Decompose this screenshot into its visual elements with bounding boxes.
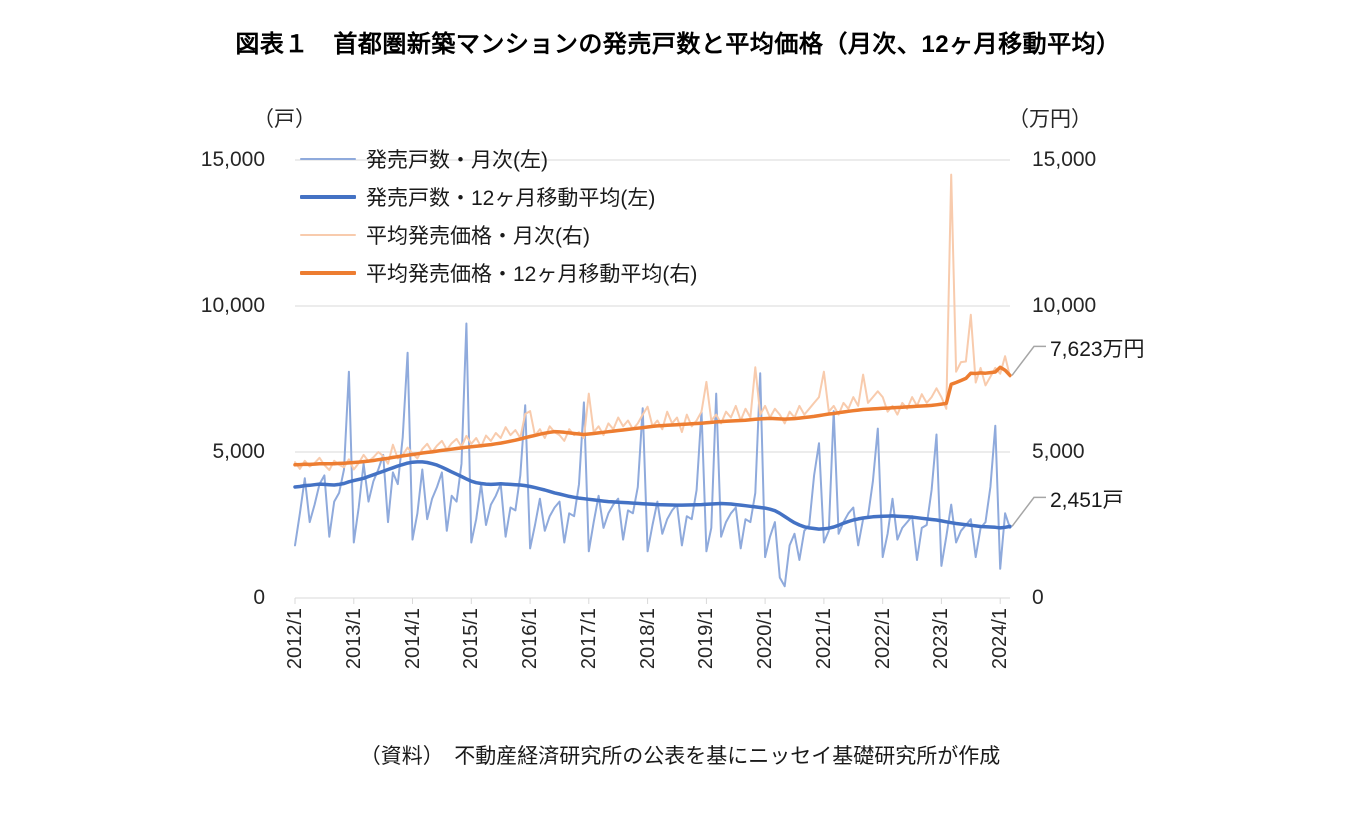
x-axis-tick: 2020/1	[754, 608, 777, 670]
source-note: （資料） 不動産経済研究所の公表を基にニッセイ基礎研究所が作成	[359, 745, 1001, 768]
x-axis-tick: 2016/1	[519, 608, 542, 670]
legend-line-sample	[300, 158, 356, 160]
right-axis-unit-label: （万円）	[1008, 108, 1092, 131]
series-line-1	[293, 460, 1012, 531]
annotation-latest-price: 7,623万円	[1050, 338, 1145, 362]
annotation-latest-units: 2,451戸	[1050, 489, 1124, 513]
legend: 発売戸数・月次(左) 発売戸数・12ヶ月移動平均(左) 平均発売価格・月次(右) 平均…	[300, 140, 697, 292]
legend-units-monthly: 発売戸数・月次(左)	[300, 140, 697, 178]
right-axis-tick: 15,000	[1032, 148, 1097, 171]
x-axis-tick: 2022/1	[871, 608, 894, 670]
x-axis-tick: 2023/1	[930, 608, 953, 670]
legend-label: 発売戸数・12ヶ月移動平均(左)	[366, 187, 656, 210]
right-axis-tick: 5,000	[1032, 440, 1085, 463]
legend-price-moving-avg: 平均発売価格・12ヶ月移動平均(右)	[300, 254, 697, 292]
x-axis-tick: 2021/1	[812, 608, 835, 670]
right-axis-tick: 0	[1032, 586, 1044, 609]
x-axis-tick: 2015/1	[460, 608, 483, 670]
legend-line-sample	[300, 271, 356, 275]
x-axis-tick: 2012/1	[284, 608, 306, 670]
legend-price-monthly: 平均発売価格・月次(右)	[300, 216, 697, 254]
left-axis-tick: 0	[253, 586, 265, 609]
x-axis-tick: 2014/1	[401, 608, 424, 670]
x-axis-tick: 2019/1	[695, 608, 718, 670]
annotation-leader	[1011, 345, 1046, 376]
left-axis-tick: 10,000	[200, 294, 265, 317]
x-axis-tick: 2017/1	[577, 608, 600, 670]
legend-label: 平均発売価格・月次(右)	[366, 225, 590, 248]
x-axis-tick: 2018/1	[636, 608, 659, 670]
legend-units-moving-avg: 発売戸数・12ヶ月移動平均(左)	[300, 178, 697, 216]
left-axis-tick: 15,000	[200, 148, 265, 171]
legend-label: 平均発売価格・12ヶ月移動平均(右)	[366, 263, 698, 286]
annotation-leader	[1011, 496, 1046, 527]
legend-line-sample	[300, 234, 356, 236]
series-line-3	[293, 365, 1012, 467]
chart-title: 図表１ 首都圏新築マンションの発売戸数と平均価格（月次、12ヶ月移動平均）	[235, 31, 1121, 58]
x-axis-tick: 2024/1	[989, 608, 1012, 670]
x-axis-tick: 2013/1	[342, 608, 365, 670]
right-axis-tick: 10,000	[1032, 294, 1097, 317]
left-axis-tick: 5,000	[212, 440, 265, 463]
left-axis-unit-label: （戸）	[253, 108, 316, 131]
legend-line-sample	[300, 195, 356, 199]
legend-label: 発売戸数・月次(左)	[366, 149, 548, 172]
series-line-0	[294, 322, 1011, 588]
